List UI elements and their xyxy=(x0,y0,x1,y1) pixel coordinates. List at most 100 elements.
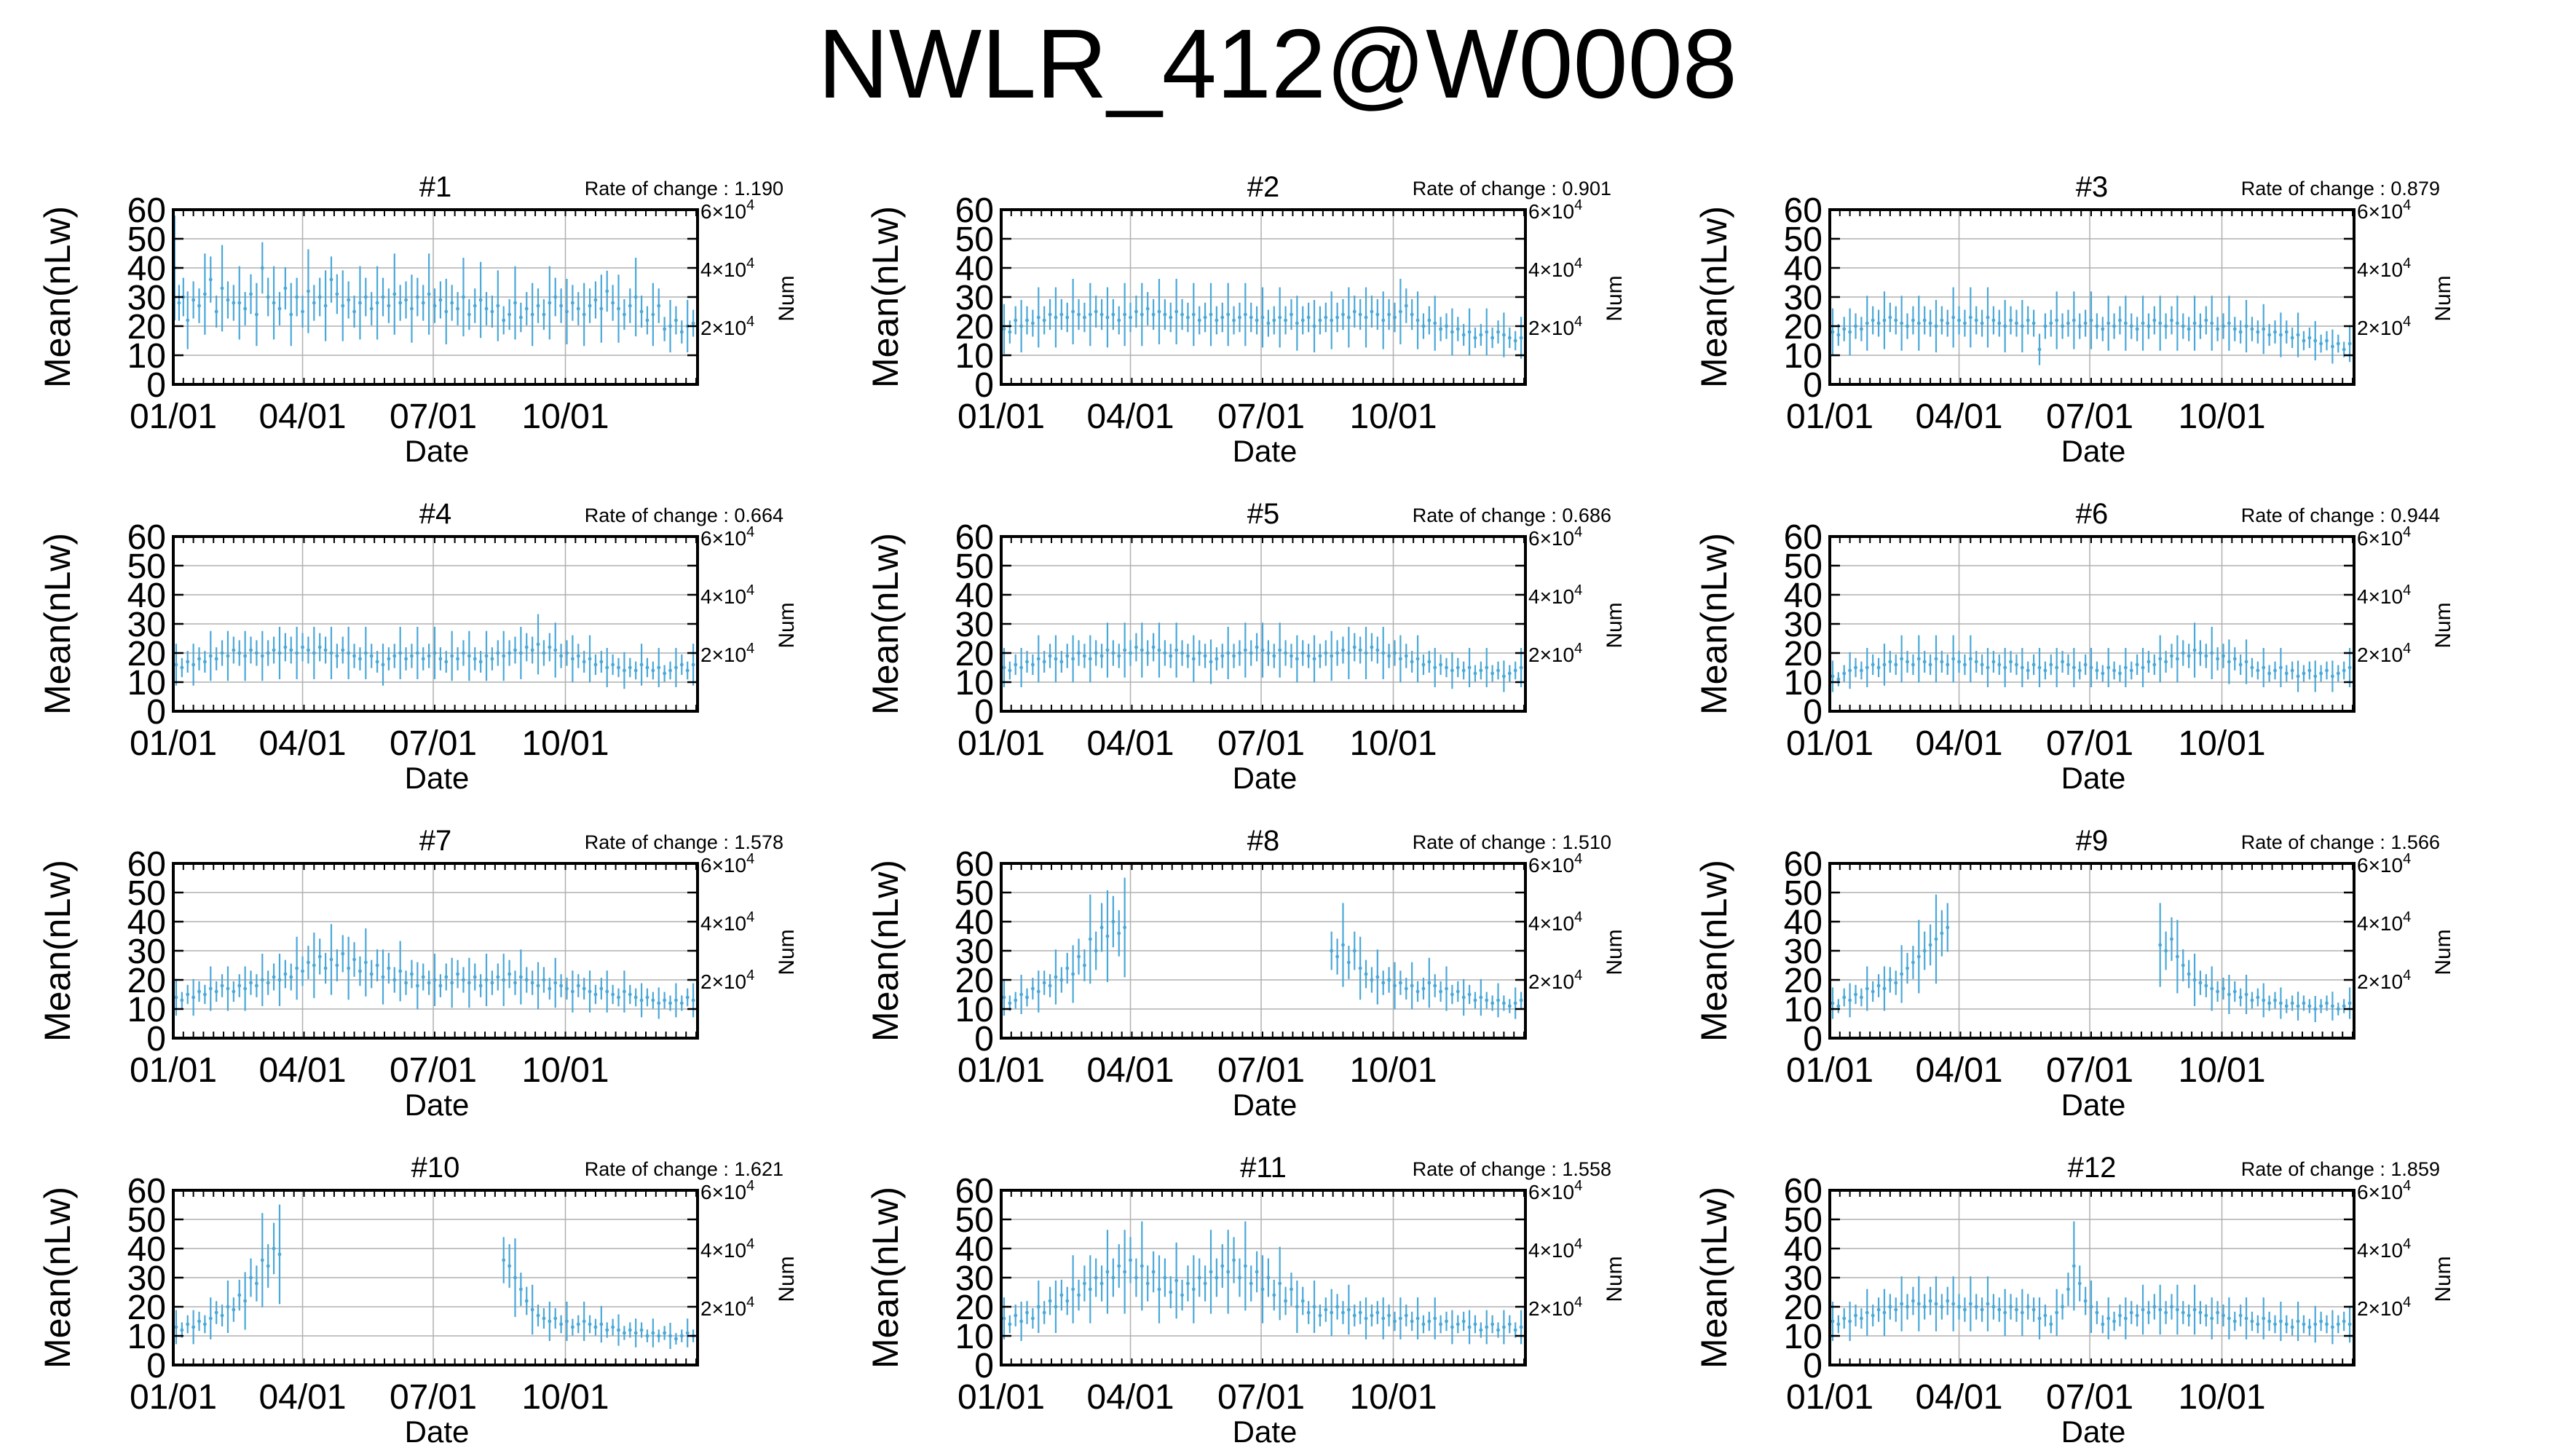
data-point xyxy=(2347,341,2352,346)
data-point xyxy=(2347,1001,2352,1005)
data-point xyxy=(2043,1313,2047,1318)
data-point xyxy=(1951,1302,1956,1306)
data-point xyxy=(1008,330,1012,334)
data-point xyxy=(2118,671,2122,676)
data-point xyxy=(307,289,310,293)
data-point xyxy=(668,1001,672,1005)
data-point xyxy=(277,651,282,655)
data-point xyxy=(2095,668,2099,673)
data-point xyxy=(2198,1310,2203,1315)
data-point xyxy=(513,648,517,652)
data-point xyxy=(2238,1313,2243,1318)
data-point xyxy=(1496,998,1500,1002)
data-point xyxy=(2129,324,2133,328)
data-point xyxy=(202,992,207,997)
x-axis-label: Date xyxy=(2061,761,2126,795)
data-point xyxy=(1008,1001,1012,1005)
y2-tick-label: 4×104 xyxy=(700,909,754,935)
data-point xyxy=(1415,989,1420,994)
data-point xyxy=(1997,662,2002,667)
data-point xyxy=(1197,1275,1201,1280)
data-point xyxy=(628,1328,632,1332)
data-point xyxy=(1894,318,1898,323)
x-tick-label: 07/01 xyxy=(390,1378,477,1417)
data-point xyxy=(1278,315,1282,320)
data-point xyxy=(301,645,304,649)
y2-tick-label: 2×104 xyxy=(1528,968,1582,993)
data-point xyxy=(2284,671,2289,676)
data-point xyxy=(1911,1299,1915,1303)
data-point xyxy=(645,665,649,670)
y2-tick-label: 2×104 xyxy=(700,641,754,666)
data-point xyxy=(1991,1305,1996,1309)
data-point xyxy=(542,978,546,982)
data-point xyxy=(2101,1322,2105,1326)
y-tick-label: 0 xyxy=(974,1347,994,1385)
data-point xyxy=(1105,1270,1110,1274)
data-point xyxy=(323,966,328,970)
data-point xyxy=(1859,327,1863,331)
data-point xyxy=(2170,654,2173,658)
data-point xyxy=(1439,1322,1443,1326)
data-point xyxy=(2026,668,2030,673)
data-point xyxy=(1439,989,1443,994)
data-point xyxy=(663,998,667,1002)
data-point xyxy=(1203,1281,1207,1286)
data-point xyxy=(536,1313,540,1318)
data-point xyxy=(1916,321,1921,325)
data-point xyxy=(2336,1007,2340,1011)
y-tick-label: 50 xyxy=(1784,547,1823,586)
data-point xyxy=(565,1319,569,1324)
data-point xyxy=(611,301,615,305)
data-point xyxy=(1030,1316,1035,1321)
data-point xyxy=(249,292,253,296)
data-point xyxy=(2342,347,2346,352)
data-point xyxy=(347,298,351,302)
data-point xyxy=(2072,318,2076,323)
data-point xyxy=(2256,995,2260,1000)
data-point xyxy=(1019,665,1024,670)
y-axis-label: Mean(nLw) xyxy=(865,1187,906,1369)
data-point xyxy=(565,651,569,655)
y-tick-label: 10 xyxy=(127,991,166,1029)
data-point xyxy=(255,312,258,317)
data-point xyxy=(1496,1328,1500,1332)
x-tick-label: 01/01 xyxy=(957,1378,1045,1417)
y-tick-label: 10 xyxy=(1784,1318,1823,1356)
data-point xyxy=(1117,654,1121,658)
data-point xyxy=(2003,1310,2007,1315)
data-point xyxy=(2037,347,2042,352)
data-point xyxy=(484,978,489,982)
y-tick-label: 40 xyxy=(127,903,166,942)
data-point xyxy=(1002,995,1006,1000)
data-point xyxy=(1174,648,1179,652)
data-point xyxy=(639,1328,644,1332)
data-point xyxy=(1946,662,1950,667)
subplot-title: #4 xyxy=(419,498,452,530)
data-point xyxy=(1324,651,1328,655)
data-point xyxy=(1134,1275,1138,1280)
x-tick-label: 04/01 xyxy=(258,1378,346,1417)
data-point xyxy=(1042,1310,1046,1315)
data-point xyxy=(277,1252,282,1257)
x-tick-label: 07/01 xyxy=(2046,1378,2133,1417)
data-point xyxy=(1946,1299,1950,1303)
x-tick-label: 01/01 xyxy=(130,1378,217,1417)
data-point xyxy=(1490,1001,1495,1005)
y-tick-label: 0 xyxy=(1803,1020,1823,1059)
data-point xyxy=(2250,998,2254,1002)
subplot-title: #10 xyxy=(411,1152,460,1184)
data-point xyxy=(1479,333,1483,337)
data-point xyxy=(2284,1004,2289,1008)
data-point xyxy=(1083,654,1086,658)
data-point xyxy=(202,292,207,296)
data-point xyxy=(317,295,322,299)
data-point xyxy=(2129,1310,2133,1315)
data-point xyxy=(530,312,534,317)
y-tick-label: 40 xyxy=(955,577,994,615)
data-point xyxy=(375,660,379,664)
data-point xyxy=(593,662,598,667)
x-axis-label: Date xyxy=(1233,761,1298,795)
